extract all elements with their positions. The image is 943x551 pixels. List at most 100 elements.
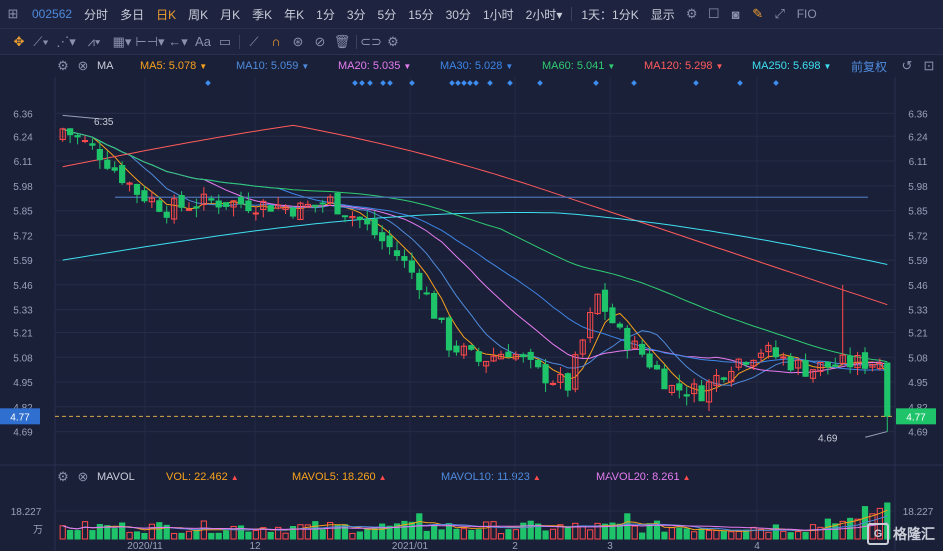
candle-body bbox=[171, 198, 178, 220]
candle-body bbox=[698, 385, 705, 402]
vol-settings-icon[interactable]: ⚙ bbox=[57, 469, 69, 484]
current-price-right: 4.77 bbox=[906, 412, 926, 423]
pencil-icon[interactable]: ✎ bbox=[752, 6, 764, 21]
x-tick-label: 4 bbox=[754, 541, 760, 551]
fullscreen-icon[interactable]: ⤢ bbox=[774, 6, 785, 21]
candle-body bbox=[802, 360, 809, 377]
candle-body bbox=[215, 200, 222, 208]
volume-bar bbox=[148, 523, 155, 540]
camera-icon[interactable]: ◙ bbox=[731, 6, 740, 22]
undo-icon[interactable]: ↺ bbox=[901, 58, 913, 73]
kline-chart[interactable]: 6.36 6.36 6.24 6.24 6.11 6.11 5.98 5.98 5.85 5.85… bbox=[0, 77, 943, 551]
polyline-tool-icon[interactable]: ⋰▾ bbox=[56, 33, 76, 49]
high-marker-line bbox=[62, 114, 103, 120]
volume-bar bbox=[616, 523, 623, 540]
volume-bar bbox=[215, 532, 222, 540]
period-yuek[interactable]: 月K bbox=[220, 7, 241, 22]
volume-bar bbox=[126, 531, 133, 540]
arrow-tool-icon[interactable]: ←▾ bbox=[168, 33, 188, 49]
measure-tool-icon[interactable]: ⊢⊣▾ bbox=[135, 33, 165, 49]
line-tool-icon[interactable]: ⟋▾ bbox=[33, 33, 49, 49]
candles bbox=[59, 127, 891, 432]
ma-label[interactable]: MA bbox=[97, 60, 114, 72]
candle-body bbox=[809, 369, 817, 379]
wave-tool-icon[interactable]: ⩘▾ bbox=[87, 33, 101, 49]
candle-body bbox=[646, 353, 653, 368]
ma250-legend: MA250: 5.698 ▼ bbox=[752, 60, 832, 72]
vol-tick-left: 18.227 bbox=[11, 507, 42, 518]
ma-close-icon[interactable]: ⊗ bbox=[77, 58, 89, 73]
candle-body bbox=[579, 339, 586, 355]
ma-settings-icon[interactable]: ⚙ bbox=[57, 58, 69, 73]
period-zhouk[interactable]: 周K bbox=[188, 7, 209, 22]
y-tick-right: 5.59 bbox=[908, 256, 928, 267]
volume-bar bbox=[594, 522, 601, 540]
period-1min[interactable]: 1分 bbox=[316, 7, 335, 22]
volume-bar bbox=[260, 527, 267, 540]
candle-body bbox=[861, 352, 869, 369]
fio-button[interactable]: FIO bbox=[796, 7, 817, 21]
vol-value: VOL: 22.462 ▲ bbox=[166, 471, 239, 483]
ma-line bbox=[62, 128, 888, 363]
volume-bar bbox=[468, 529, 475, 540]
candle-body bbox=[453, 345, 460, 353]
fib-tool-icon[interactable]: ▦▾ bbox=[112, 33, 132, 49]
candle-body bbox=[327, 196, 334, 204]
brush-icon[interactable]: ⟋ bbox=[249, 33, 259, 49]
adjust-select[interactable]: 前复权 bbox=[850, 59, 887, 74]
event-dot bbox=[737, 80, 743, 86]
checkbox-icon[interactable]: ☐ bbox=[707, 6, 720, 21]
candle-body bbox=[735, 358, 742, 368]
trash-icon[interactable]: 🗑 bbox=[333, 33, 351, 49]
event-dot bbox=[359, 80, 365, 86]
period-niank[interactable]: 年K bbox=[284, 7, 305, 22]
expand-icon[interactable]: ⊡ bbox=[923, 58, 935, 73]
hide-icon[interactable]: ⊘ bbox=[314, 33, 326, 49]
period-2hour[interactable]: 2小时▾ bbox=[525, 7, 563, 22]
volume-bar bbox=[557, 524, 564, 540]
candle-body bbox=[431, 292, 438, 319]
candle-body bbox=[111, 167, 118, 171]
period-5min[interactable]: 5分 bbox=[377, 7, 397, 22]
period-fenshi[interactable]: 分时 bbox=[84, 7, 109, 22]
volume-bar bbox=[431, 524, 438, 540]
text-tool-icon[interactable]: Aa bbox=[195, 34, 211, 49]
grid-icon[interactable]: ⊞ bbox=[7, 6, 19, 21]
volume-bar bbox=[223, 530, 230, 540]
volume-bar bbox=[668, 527, 675, 540]
period-1hour[interactable]: 1小时 bbox=[482, 7, 514, 22]
vol-close-icon[interactable]: ⊗ bbox=[77, 469, 89, 484]
volume-bar bbox=[67, 529, 74, 540]
volume-bar bbox=[304, 524, 311, 540]
candle-body bbox=[393, 250, 401, 257]
x-tick-label: 3 bbox=[607, 541, 613, 551]
toolbar-settings-icon[interactable]: ⚙ bbox=[387, 33, 399, 49]
period-30min[interactable]: 30分 bbox=[445, 7, 471, 22]
volume-bar bbox=[691, 531, 698, 540]
period-rik[interactable]: 日K bbox=[156, 7, 177, 22]
note-tool-icon[interactable]: ▭ bbox=[218, 33, 232, 49]
sync-icon[interactable]: ⊛ bbox=[292, 33, 304, 49]
magnet-icon[interactable]: ∩ bbox=[271, 34, 281, 49]
link-icon[interactable]: ⊂⊃ bbox=[360, 33, 382, 49]
period-15min[interactable]: 15分 bbox=[408, 7, 434, 22]
period-3min[interactable]: 3分 bbox=[346, 7, 366, 22]
mavol-label[interactable]: MAVOL bbox=[97, 471, 135, 483]
stock-code[interactable]: 002562 bbox=[32, 7, 73, 21]
candle-body bbox=[230, 200, 237, 208]
period-jik[interactable]: 季K bbox=[252, 7, 273, 22]
candle-body bbox=[535, 359, 542, 368]
move-icon[interactable]: ✥ bbox=[13, 33, 25, 49]
settings-icon[interactable]: ⚙ bbox=[685, 6, 698, 21]
display-menu[interactable]: 显示 bbox=[650, 7, 675, 22]
ma120-legend: MA120: 5.298 ▼ bbox=[644, 60, 724, 72]
event-dot bbox=[473, 80, 479, 86]
volume-bar bbox=[698, 528, 705, 540]
ma-line bbox=[62, 128, 888, 392]
volume-bar bbox=[81, 521, 89, 540]
combo-period-select[interactable]: 1天：1分K bbox=[581, 7, 639, 22]
y-tick-left: 4.69 bbox=[13, 428, 33, 439]
divider bbox=[571, 7, 573, 21]
volume-bar bbox=[713, 530, 720, 540]
period-duori[interactable]: 多日 bbox=[120, 7, 145, 22]
